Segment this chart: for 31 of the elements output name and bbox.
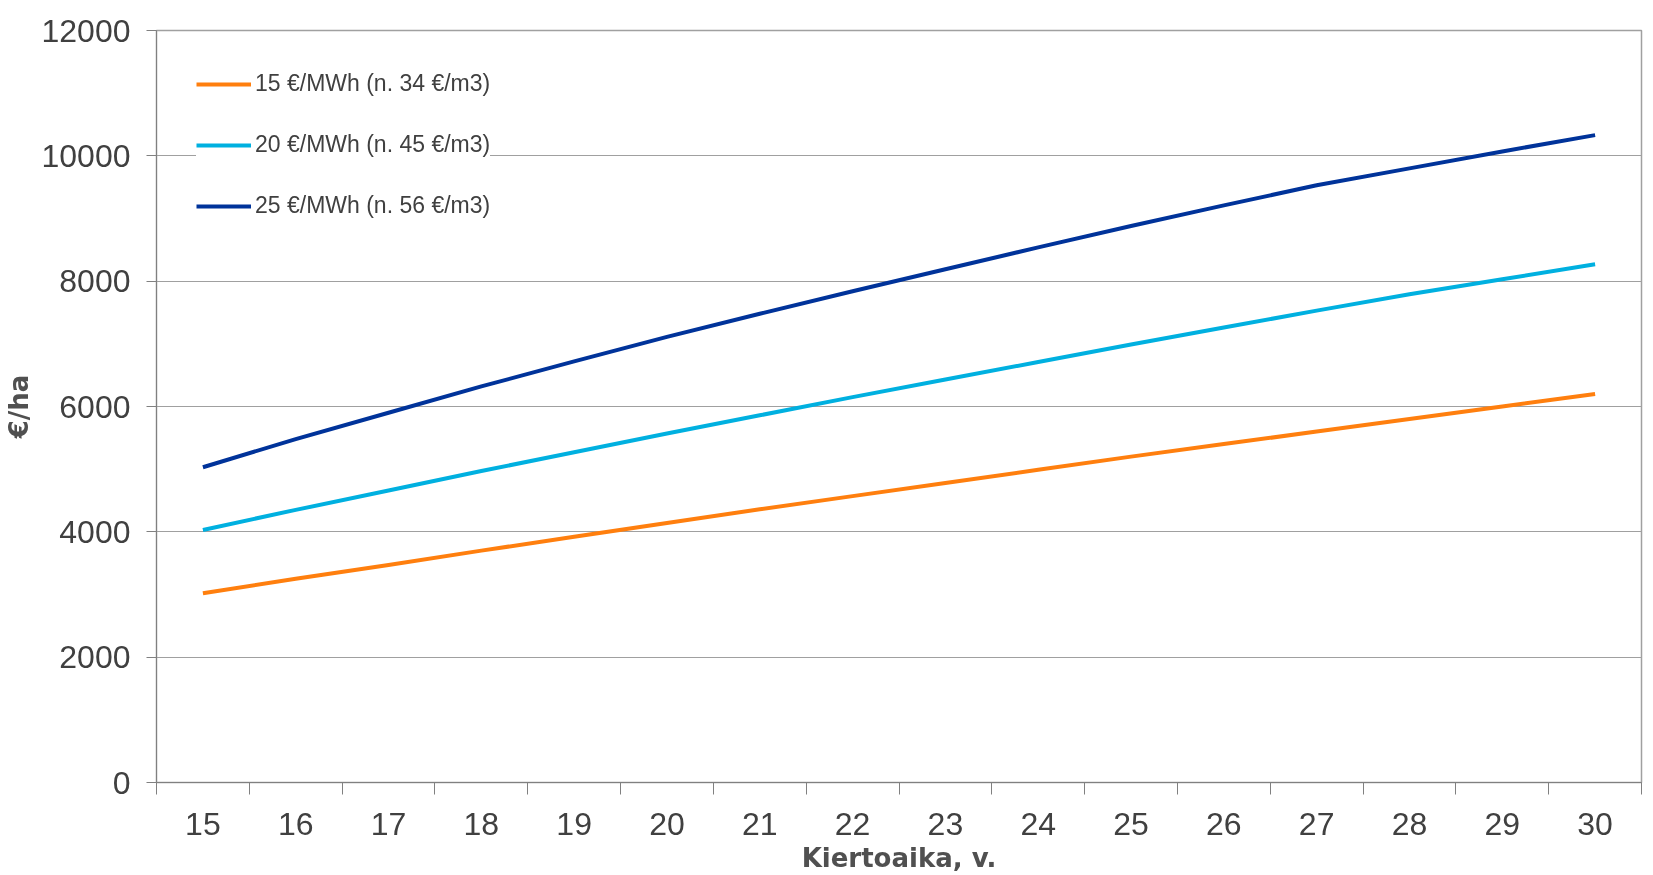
x-tick-label: 20	[649, 805, 685, 842]
x-tick-label: 18	[463, 805, 500, 842]
legend-label: 15 €/MWh (n. 34 €/m3)	[255, 70, 491, 97]
legend-label: 20 €/MWh (n. 45 €/m3)	[255, 131, 491, 158]
legend-label: 25 €/MWh (n. 56 €/m3)	[255, 192, 491, 219]
y-tick-label: 12000	[41, 12, 131, 49]
y-tick-label: 8000	[59, 263, 131, 300]
x-axis-title: Kiertoaika, v.	[801, 842, 997, 873]
x-tick-label: 17	[370, 805, 407, 842]
y-tick-label: 4000	[59, 513, 131, 550]
line-series	[200, 391, 1598, 596]
x-tick-label: 27	[1298, 805, 1335, 842]
x-tick-label: 22	[834, 805, 871, 842]
x-tick-label: 19	[556, 805, 592, 842]
x-tick-label: 16	[277, 805, 314, 842]
y-axis-title: €/ha	[3, 374, 34, 440]
x-tick-label: 28	[1391, 805, 1428, 842]
x-tick-label: 26	[1206, 805, 1242, 842]
x-tick-label: 23	[927, 805, 964, 842]
line-series	[200, 262, 1598, 532]
x-tick-label: 15	[185, 805, 221, 842]
y-tick-label: 6000	[59, 388, 131, 425]
x-tick-label: 21	[741, 805, 778, 842]
line-series	[200, 133, 1598, 470]
x-tick-label: 29	[1484, 805, 1521, 842]
y-tick-label: 10000	[41, 137, 131, 174]
y-tick-label: 0	[112, 764, 131, 801]
x-tick-label: 25	[1113, 805, 1149, 842]
y-tick-label: 2000	[59, 639, 131, 676]
x-tick-label: 24	[1020, 805, 1057, 842]
x-tick-label: 30	[1577, 805, 1613, 842]
